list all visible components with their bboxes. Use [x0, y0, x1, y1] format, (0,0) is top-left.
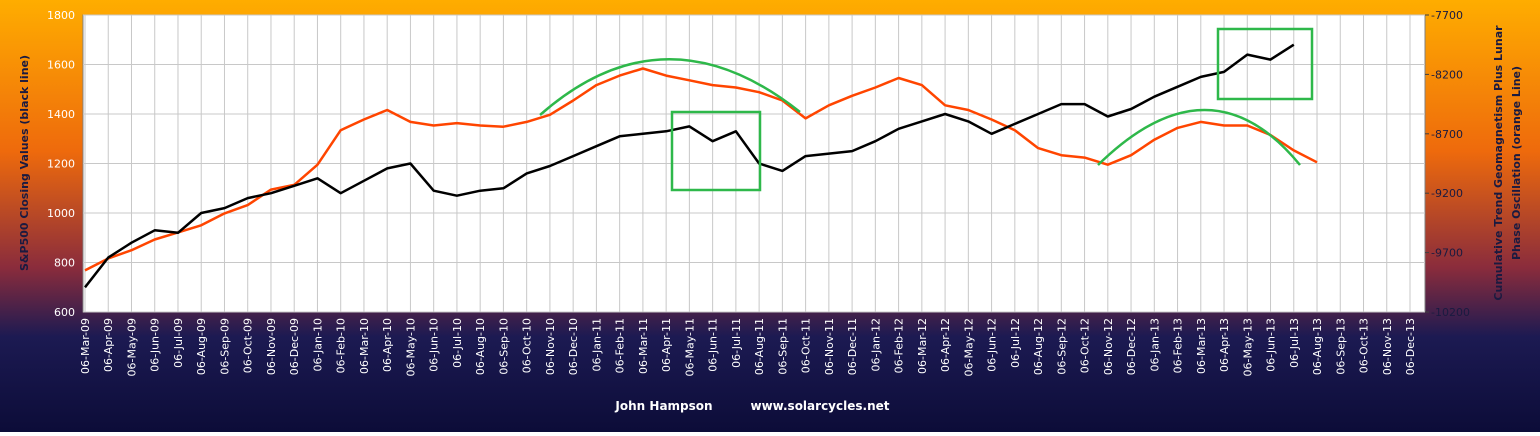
y2-tick-label: -7700 — [1431, 9, 1463, 22]
x-tick-label: 06-Apr-11 — [660, 318, 673, 372]
x-tick-label: 06-May-12 — [962, 318, 975, 376]
x-tick-label: 06-Mar-10 — [358, 318, 371, 374]
x-tick-label: 06-Sep-10 — [497, 318, 510, 375]
x-tick-label: 06-Oct-11 — [800, 318, 813, 373]
x-tick-label: 06-Jun-12 — [986, 318, 999, 372]
x-tick-label: 06-Aug-12 — [1032, 318, 1045, 375]
y-tick-label: 600 — [54, 306, 75, 319]
y-tick-label: 1200 — [47, 158, 75, 171]
x-tick-label: 06-Mar-11 — [637, 318, 650, 374]
x-tick-label: 06-Feb-10 — [335, 318, 348, 373]
x-tick-label: 06-Jan-13 — [1148, 318, 1161, 372]
x-tick-label: 06-Mar-12 — [916, 318, 929, 374]
y-tick-label: 1400 — [47, 108, 75, 121]
x-tick-label: 06-Sep-11 — [776, 318, 789, 375]
x-tick-label: 06-Jan-10 — [311, 318, 324, 372]
x-tick-label: 06-Aug-10 — [474, 318, 487, 375]
x-tick-label: 06-Dec-13 — [1404, 318, 1417, 375]
x-tick-label: 06-Jan-11 — [590, 318, 603, 372]
x-tick-label: 06-Nov-10 — [544, 318, 557, 375]
x-tick-label: 06-Jul-11 — [730, 318, 743, 368]
y2-axis-title: Phase Oscillation (orange Line) — [1510, 66, 1523, 260]
x-tick-label: 06-Oct-13 — [1358, 318, 1371, 373]
x-tick-label: 06-Nov-12 — [1102, 318, 1115, 375]
x-tick-label: 06-May-11 — [683, 318, 696, 376]
x-tick-label: 06-Dec-10 — [567, 318, 580, 375]
x-tick-label: 06-May-10 — [404, 318, 417, 376]
y2-tick-label: -9200 — [1431, 187, 1463, 200]
x-tick-label: 06-Apr-10 — [381, 318, 394, 372]
x-tick-label: 06-Jul-10 — [451, 318, 464, 368]
x-tick-label: 06-Oct-10 — [521, 318, 534, 373]
arc-annotation — [1097, 108, 1301, 166]
y-tick-label: 1000 — [47, 207, 75, 220]
box-annotation — [670, 110, 762, 192]
x-tick-label: 06-Aug-11 — [753, 318, 766, 375]
x-tick-label: 06-Jun-11 — [707, 318, 720, 372]
y-tick-label: 1800 — [47, 9, 75, 22]
x-tick-label: 06-Nov-13 — [1381, 318, 1394, 375]
x-tick-label: 06-Nov-09 — [265, 318, 278, 375]
x-tick-label: 06-Aug-09 — [195, 318, 208, 375]
x-tick-label: 06-Apr-12 — [939, 318, 952, 372]
x-tick-label: 06-Sep-12 — [1055, 318, 1068, 375]
x-tick-label: 06-Feb-11 — [614, 318, 627, 373]
x-tick-label: 06-Aug-13 — [1311, 318, 1324, 375]
x-tick-label: 06-Oct-09 — [242, 318, 255, 373]
x-tick-label: 06-Jul-09 — [172, 318, 185, 368]
x-tick-label: 06-Jan-12 — [869, 318, 882, 372]
x-tick-label: 06-Sep-13 — [1334, 318, 1347, 375]
y2-axis-title: Cumulative Trend Geomagnetism Plus Lunar — [1492, 25, 1505, 301]
x-tick-label: 06-Feb-13 — [1172, 318, 1185, 373]
x-tick-label: 06-Apr-13 — [1218, 318, 1231, 372]
x-tick-label: 06-Mar-09 — [79, 318, 92, 374]
x-tick-label: 06-May-13 — [1241, 318, 1254, 376]
y-tick-label: 1600 — [47, 59, 75, 72]
author: John Hampson — [614, 399, 712, 413]
box-annotation — [1216, 27, 1314, 101]
y-axis-title: S&P500 Closing Values (black line) — [18, 55, 31, 271]
x-tick-label: 06-May-09 — [125, 318, 138, 376]
x-tick-label: 06-Dec-12 — [1125, 318, 1138, 375]
x-tick-label: 06-Oct-12 — [1079, 318, 1092, 373]
y2-tick-label: -9700 — [1431, 247, 1463, 260]
x-tick-label: 06-Jun-13 — [1265, 318, 1278, 372]
annotations — [539, 27, 1314, 192]
x-tick-label: 06-Sep-09 — [218, 318, 231, 375]
x-tick-label: 06-Jun-10 — [428, 318, 441, 372]
y2-tick-label: -8700 — [1431, 128, 1463, 141]
x-tick-label: 06-Jul-13 — [1288, 318, 1301, 368]
x-tick-label: 06-Mar-13 — [1195, 318, 1208, 374]
x-tick-label: 06-Nov-11 — [823, 318, 836, 375]
x-tick-label: 06-Dec-11 — [846, 318, 859, 375]
data-line — [84, 43, 1295, 289]
y2-tick-label: -10200 — [1431, 306, 1470, 319]
arc-annotation — [539, 58, 801, 116]
website: www.solarcycles.net — [751, 399, 890, 413]
x-tick-label: 06-Dec-09 — [288, 318, 301, 375]
x-tick-label: 06-Apr-09 — [102, 318, 115, 372]
data-line — [84, 67, 1318, 272]
y2-tick-label: -8200 — [1431, 68, 1463, 81]
y-tick-label: 800 — [54, 257, 75, 270]
x-tick-label: 06-Jul-12 — [1009, 318, 1022, 368]
x-tick-label: 06-Jun-09 — [149, 318, 162, 372]
x-tick-label: 06-Feb-12 — [893, 318, 906, 373]
